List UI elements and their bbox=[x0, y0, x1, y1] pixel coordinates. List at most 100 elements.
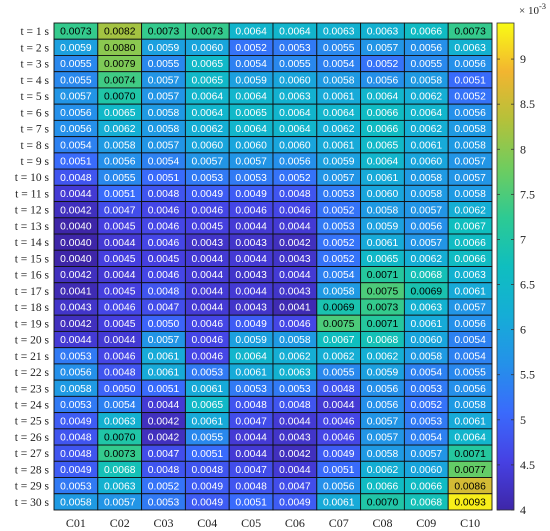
heatmap-cell-value: 0.0064 bbox=[367, 157, 399, 168]
heatmap-cell-value: 0.0057 bbox=[148, 335, 180, 346]
heatmap-cell-value: 0.0059 bbox=[235, 335, 267, 346]
column-label: C03 bbox=[153, 516, 173, 530]
heatmap-cell-value: 0.0056 bbox=[367, 384, 399, 395]
heatmap-cell-value: 0.0061 bbox=[454, 416, 486, 427]
colorbar-tick-label: 8 bbox=[520, 142, 526, 156]
column-label: C04 bbox=[197, 516, 217, 530]
heatmap-cell-value: 0.0042 bbox=[148, 433, 180, 444]
heatmap-cell-value: 0.0056 bbox=[60, 368, 92, 379]
heatmap-cell-value: 0.0067 bbox=[454, 222, 486, 233]
heatmap-cell-value: 0.0045 bbox=[192, 222, 224, 233]
colorbar-tick-label: 6.5 bbox=[520, 278, 535, 292]
heatmap-cell-value: 0.0055 bbox=[279, 59, 311, 70]
row-label: t = 25 s bbox=[15, 416, 50, 428]
row-labels: t = 1 s t = 2 s t = 3 s t = 4 s t = 5 s t = 6… bbox=[15, 26, 50, 509]
row-label: t = 22 s bbox=[15, 367, 50, 379]
heatmap-cell-value: 0.0058 bbox=[454, 124, 486, 135]
heatmap-cell-value: 0.0044 bbox=[235, 254, 267, 265]
heatmap-cell-value: 0.0073 bbox=[367, 303, 399, 314]
heatmap-cell-value: 0.0054 bbox=[323, 59, 355, 70]
heatmap-cell-value: 0.0070 bbox=[367, 497, 399, 508]
row-label: t = 28 s bbox=[15, 464, 50, 476]
colorbar-multiplier: × 10-3 bbox=[519, 1, 546, 17]
heatmap-cell-value: 0.0051 bbox=[454, 75, 486, 86]
column-label: C05 bbox=[241, 516, 261, 530]
colorbar-tick-label: 8.5 bbox=[520, 97, 535, 111]
column-label: C07 bbox=[329, 516, 349, 530]
heatmap-cell-value: 0.0052 bbox=[367, 59, 399, 70]
heatmap-cell-value: 0.0061 bbox=[323, 92, 355, 103]
heatmap-cell-value: 0.0063 bbox=[323, 27, 355, 38]
colorbar-multiplier-exponent: -3 bbox=[539, 1, 546, 11]
heatmap-cell-value: 0.0071 bbox=[454, 449, 486, 460]
heatmap-cell-value: 0.0051 bbox=[192, 449, 224, 460]
heatmap-cell-value: 0.0061 bbox=[454, 286, 486, 297]
heatmap-cell-value: 0.0057 bbox=[323, 173, 355, 184]
heatmap-cell-value: 0.0049 bbox=[279, 497, 311, 508]
heatmap-cell-value: 0.0064 bbox=[192, 92, 224, 103]
heatmap-cell-value: 0.0060 bbox=[279, 75, 311, 86]
colorbar-gradient bbox=[496, 22, 515, 511]
heatmap-cell-value: 0.0061 bbox=[367, 238, 399, 249]
heatmap-cell-value: 0.0054 bbox=[104, 400, 136, 411]
heatmap-cell-value: 0.0064 bbox=[235, 124, 267, 135]
heatmap-cell-value: 0.0068 bbox=[367, 335, 399, 346]
heatmap-cell-value: 0.0059 bbox=[148, 43, 180, 54]
heatmap-cell-value: 0.0073 bbox=[454, 27, 486, 38]
heatmap-cell-value: 0.0073 bbox=[60, 27, 92, 38]
row-label: t = 11 s bbox=[15, 188, 49, 200]
heatmap-cell-value: 0.0074 bbox=[104, 75, 136, 86]
heatmap-cell-value: 0.0060 bbox=[192, 140, 224, 151]
heatmap-cell-value: 0.0063 bbox=[104, 481, 136, 492]
heatmap-value-labels: 0.0073 0.0082 0.0073 0.0073 0.0064 0.0064 0.00… bbox=[60, 27, 486, 509]
row-label: t = 20 s bbox=[15, 335, 50, 347]
heatmap-cell-value: 0.0052 bbox=[454, 92, 486, 103]
row-label: t = 16 s bbox=[15, 270, 50, 282]
heatmap-cell-value: 0.0053 bbox=[235, 384, 267, 395]
heatmap-cell-value: 0.0056 bbox=[411, 222, 443, 233]
colorbar-tick-label: 6 bbox=[520, 323, 526, 337]
heatmap-cell-value: 0.0051 bbox=[323, 465, 355, 476]
row-label: t = 7 s bbox=[20, 124, 49, 136]
heatmap-cell-value: 0.0063 bbox=[454, 43, 486, 54]
heatmap-cell-value: 0.0044 bbox=[235, 449, 267, 460]
heatmap-cell-value: 0.0082 bbox=[104, 27, 136, 38]
heatmap-cell-value: 0.0044 bbox=[235, 433, 267, 444]
colorbar-tick-label: 4 bbox=[520, 503, 526, 517]
heatmap-cell-value: 0.0061 bbox=[411, 319, 443, 330]
heatmap-cell-value: 0.0069 bbox=[411, 286, 443, 297]
heatmap-cell-value: 0.0046 bbox=[104, 303, 136, 314]
heatmap-cell-value: 0.0042 bbox=[279, 449, 311, 460]
heatmap-cell-value: 0.0056 bbox=[367, 400, 399, 411]
heatmap-cell-value: 0.0042 bbox=[148, 416, 180, 427]
colorbar-tick-label: 4.5 bbox=[520, 458, 535, 472]
row-label: t = 3 s bbox=[20, 59, 49, 71]
heatmap-cell-value: 0.0051 bbox=[148, 384, 180, 395]
heatmap-cell-value: 0.0066 bbox=[411, 481, 443, 492]
heatmap-cell-value: 0.0044 bbox=[279, 222, 311, 233]
heatmap-cell-value: 0.0046 bbox=[192, 319, 224, 330]
column-label: C06 bbox=[285, 516, 305, 530]
heatmap-cell-value: 0.0063 bbox=[454, 270, 486, 281]
heatmap-cell-value: 0.0062 bbox=[411, 254, 443, 265]
heatmap-cell-value: 0.0047 bbox=[235, 465, 267, 476]
heatmap-cell-value: 0.0051 bbox=[148, 173, 180, 184]
heatmap-cell-value: 0.0046 bbox=[192, 335, 224, 346]
heatmap-cell-value: 0.0056 bbox=[411, 43, 443, 54]
heatmap-cell-value: 0.0056 bbox=[454, 384, 486, 395]
heatmap-cell-value: 0.0048 bbox=[148, 465, 180, 476]
heatmap-cell-value: 0.0043 bbox=[279, 254, 311, 265]
heatmap-cell-value: 0.0053 bbox=[323, 222, 355, 233]
heatmap-cell-value: 0.0054 bbox=[323, 270, 355, 281]
heatmap-cell-value: 0.0058 bbox=[60, 384, 92, 395]
heatmap-cell-value: 0.0061 bbox=[148, 368, 180, 379]
heatmap-cell-value: 0.0043 bbox=[235, 270, 267, 281]
colorbar-tick-label: 5 bbox=[520, 413, 526, 427]
heatmap-cell-value: 0.0049 bbox=[235, 319, 267, 330]
heatmap-cell-value: 0.0040 bbox=[60, 238, 92, 249]
heatmap-cell-value: 0.0066 bbox=[411, 27, 443, 38]
heatmap-cell-value: 0.0065 bbox=[367, 140, 399, 151]
heatmap-cell-value: 0.0052 bbox=[323, 254, 355, 265]
heatmap-cell-value: 0.0075 bbox=[367, 286, 399, 297]
heatmap-cell-value: 0.0062 bbox=[411, 124, 443, 135]
